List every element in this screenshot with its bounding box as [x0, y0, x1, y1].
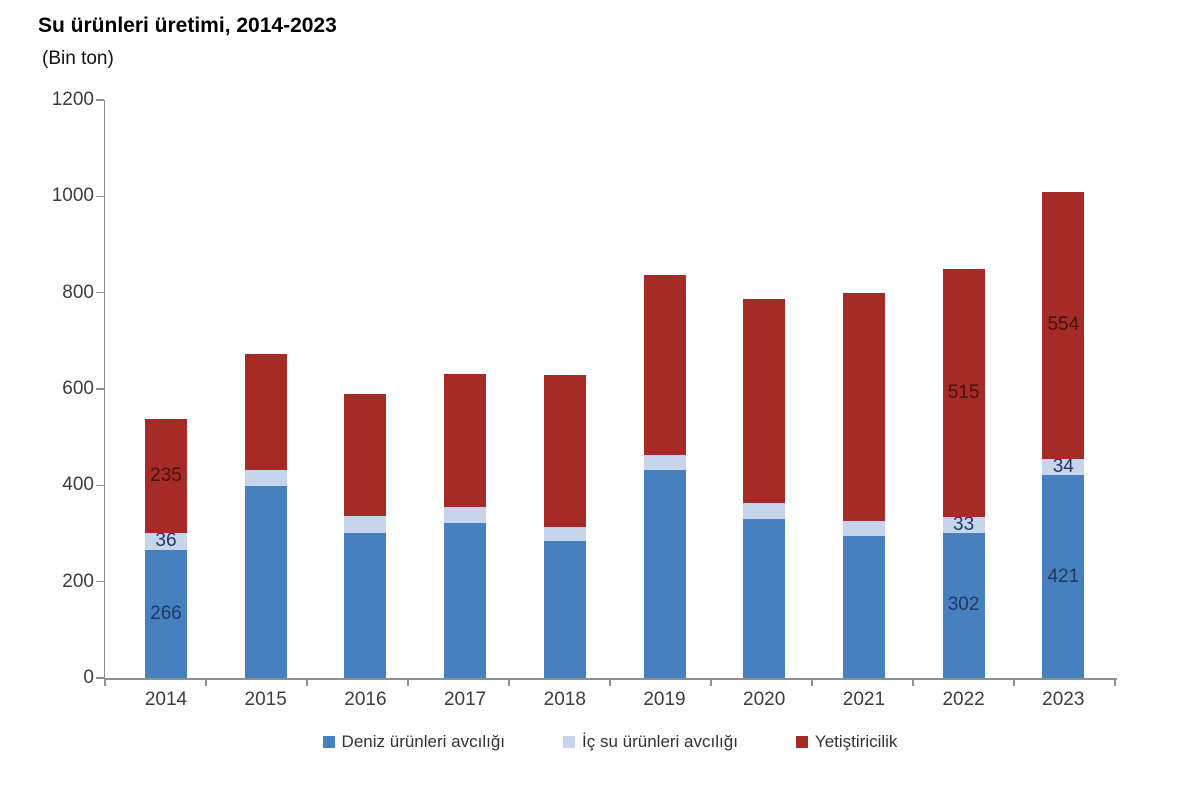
bar-segment	[344, 516, 387, 533]
x-axis-tick-mark	[104, 678, 106, 686]
bar-segment	[1042, 475, 1085, 678]
bar-segment	[444, 374, 487, 508]
chart-units-label: (Bin ton)	[42, 48, 114, 69]
x-axis-tick-mark	[811, 678, 813, 686]
x-axis-tick-label: 2020	[743, 689, 786, 710]
legend-item-label: İç su ürünleri avcılığı	[582, 732, 738, 751]
y-axis-tick-mark	[96, 580, 104, 583]
legend-item: Yetiştiricilik	[795, 732, 898, 752]
x-axis-tick-label: 2021	[842, 689, 886, 710]
bar-segment	[145, 419, 187, 533]
y-axis-tick-label: 600	[62, 378, 94, 399]
bar-segment	[942, 532, 985, 678]
bar-segment	[842, 535, 885, 678]
bar-segment	[643, 454, 686, 470]
x-axis-tick-label: 2023	[1042, 689, 1085, 710]
y-axis-tick-mark	[96, 195, 104, 198]
bar-segment	[244, 354, 287, 470]
x-axis-tick-label: 2017	[443, 689, 487, 710]
x-axis-tick-label: 2018	[543, 689, 586, 710]
x-axis-tick-mark	[1114, 678, 1116, 686]
y-axis-tick-mark	[96, 388, 104, 390]
legend-item-label: Yetiştiricilik	[814, 732, 898, 751]
bar-segment	[344, 532, 387, 678]
bar-value-label: 36	[155, 530, 177, 552]
bar-segment	[244, 469, 287, 487]
legend-swatch-icon	[795, 736, 808, 748]
x-axis-tick-mark	[407, 678, 409, 686]
bar-segment	[643, 469, 686, 678]
bar-segment	[244, 486, 287, 678]
x-axis-tick-label: 2022	[942, 689, 985, 710]
x-axis-tick-label: 2015	[244, 689, 287, 710]
bar-segment	[743, 502, 786, 519]
bar-segment	[145, 532, 187, 550]
y-axis-tick-mark	[96, 291, 104, 294]
x-axis-tick-mark	[508, 678, 510, 686]
y-axis-line	[103, 100, 105, 678]
y-axis-tick-mark	[96, 99, 104, 101]
chart-title: Su ürünleri üretimi, 2014-2023	[38, 14, 337, 37]
y-axis-tick-label: 200	[62, 570, 94, 592]
bar-segment	[743, 299, 786, 503]
bar-value-label: 302	[947, 594, 980, 616]
bar-value-label: 266	[150, 602, 182, 624]
y-axis-tick-mark	[96, 484, 104, 487]
legend-swatch-icon	[322, 736, 335, 748]
x-axis-tick-mark	[205, 678, 207, 686]
y-axis-tick-label: 400	[62, 474, 94, 496]
bar-segment	[344, 394, 387, 517]
y-axis-tick-label: 1000	[51, 185, 94, 207]
x-axis-tick-mark	[1013, 678, 1015, 686]
bar-value-label: 554	[1047, 314, 1080, 336]
bar-segment	[1042, 191, 1085, 459]
x-axis-tick-mark	[609, 678, 611, 686]
bar-segment	[842, 292, 885, 522]
bar-value-label: 235	[150, 464, 182, 486]
bar-segment	[444, 522, 487, 678]
legend-item: Deniz ürünleri avcılığı	[322, 732, 506, 752]
bar-segment	[942, 268, 985, 517]
y-axis-tick-label: 0	[83, 667, 94, 688]
bar-segment	[543, 526, 586, 542]
bar-segment	[444, 507, 487, 523]
x-axis-tick-mark	[912, 678, 914, 686]
x-axis-tick-label: 2014	[144, 689, 188, 710]
x-axis-tick-label: 2016	[344, 689, 387, 710]
bar-value-label: 421	[1047, 565, 1080, 587]
bar-segment	[643, 274, 686, 455]
legend-swatch-icon	[563, 736, 576, 748]
y-axis-tick-label: 800	[62, 281, 94, 303]
bar-value-label: 515	[947, 381, 980, 403]
bar-segment	[543, 375, 586, 527]
bar-segment	[145, 549, 187, 678]
bar-segment	[543, 541, 586, 678]
chart-legend: Deniz ürünleri avcılığı İç su ürünleri av…	[105, 729, 1115, 755]
bar-value-label: 33	[953, 513, 975, 535]
bar-segment	[1042, 458, 1085, 476]
bar-value-label: 34	[1052, 456, 1074, 478]
y-axis-tick-label: 1200	[51, 89, 94, 110]
y-axis-tick-mark	[96, 677, 104, 679]
bar-segment	[743, 518, 786, 678]
bar-segment	[942, 516, 985, 533]
x-axis-tick-mark	[306, 678, 308, 686]
legend-item: İç su ürünleri avcılığı	[563, 732, 738, 752]
bar-segment	[842, 521, 885, 536]
x-axis-tick-mark	[710, 678, 712, 686]
x-axis-tick-label: 2019	[643, 689, 686, 710]
legend-item-label: Deniz ürünleri avcılığı	[341, 732, 506, 751]
